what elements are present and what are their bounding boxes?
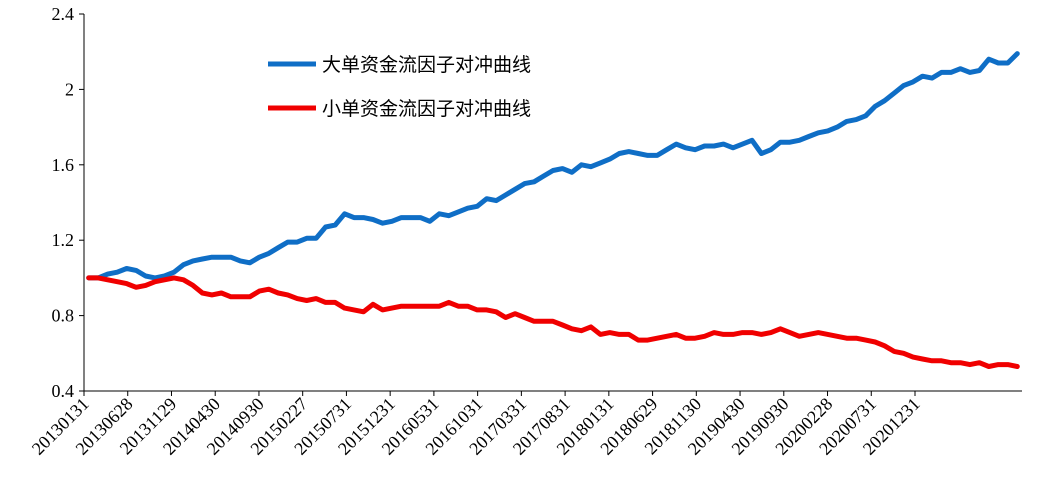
legend-label-small-order: 小单资金流因子对冲曲线 [322, 98, 531, 120]
y-tick-label: 2.4 [52, 4, 75, 24]
y-tick-label: 0.4 [52, 381, 75, 401]
y-tick-label: 0.8 [52, 306, 75, 326]
y-tick-label: 1.6 [52, 155, 75, 175]
legend: 大单资金流因子对冲曲线 小单资金流因子对冲曲线 [268, 54, 531, 120]
y-axis: 0.4 0.8 1.2 1.6 2 2.4 [52, 4, 85, 401]
x-axis: 2013013120130628201311292014043020140930… [28, 390, 1022, 459]
large-order-hedge-line [86, 51, 1020, 281]
legend-label-large-order: 大单资金流因子对冲曲线 [322, 54, 531, 76]
y-tick-label: 1.2 [52, 230, 75, 250]
y-tick-label: 2 [65, 79, 74, 99]
series-layer [86, 51, 1020, 369]
small-order-hedge-line [86, 275, 1020, 369]
